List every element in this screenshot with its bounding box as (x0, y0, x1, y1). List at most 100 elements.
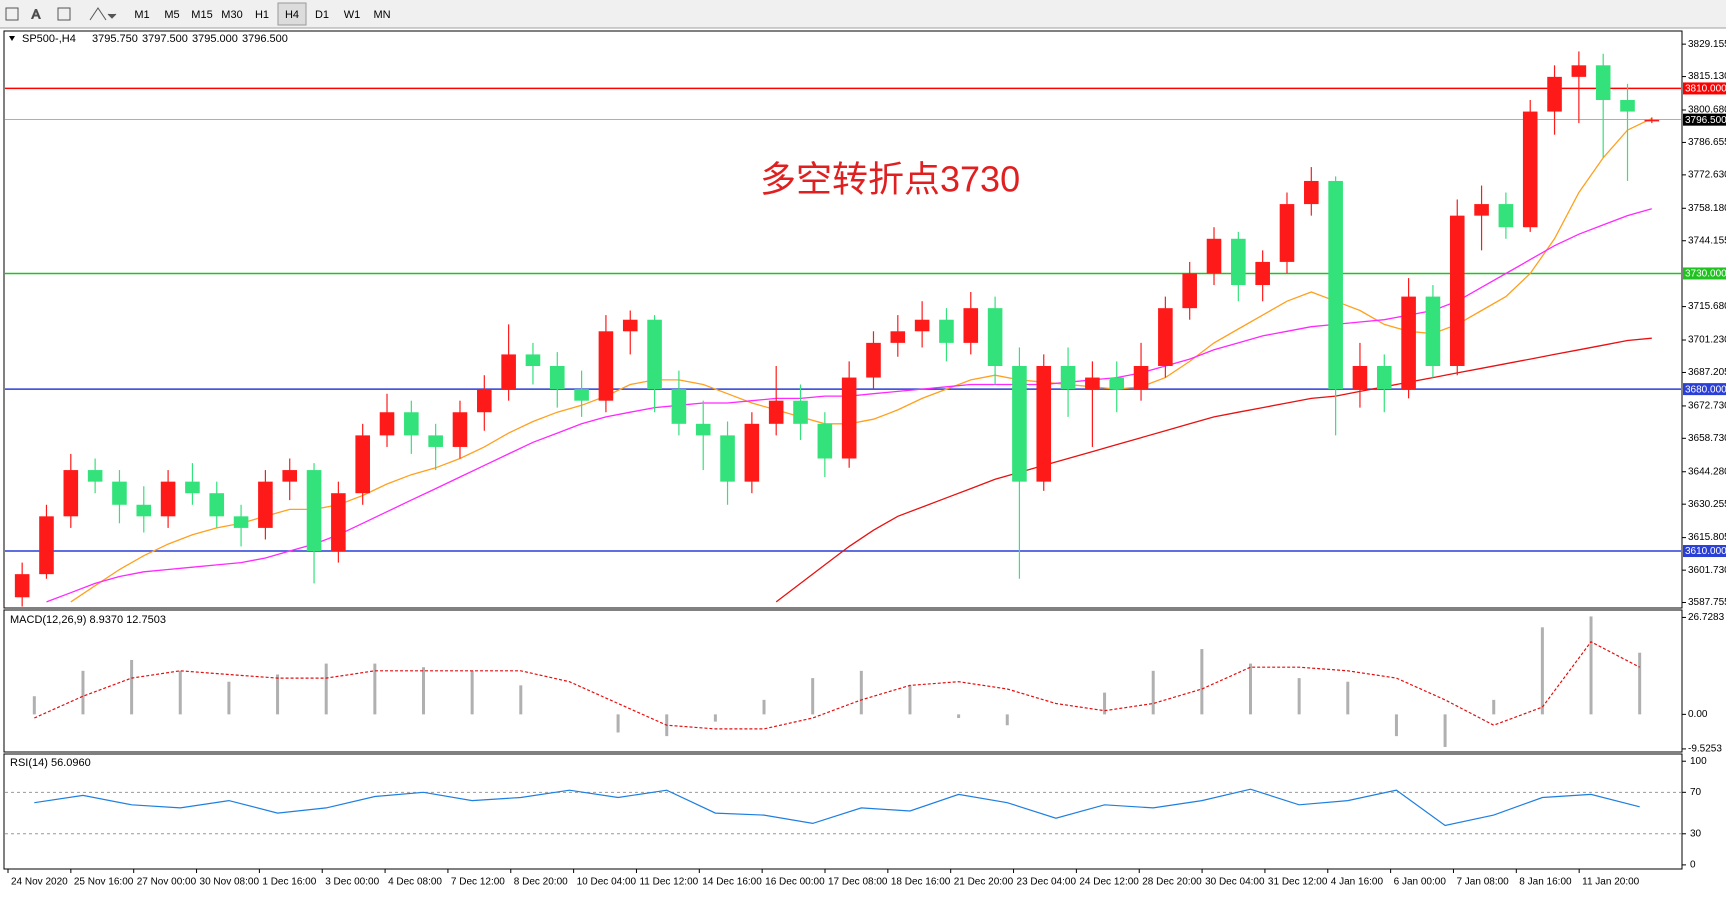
macd-bar (616, 714, 620, 733)
x-tick-label: 4 Jan 16:00 (1331, 877, 1384, 888)
candle-body (1328, 180, 1343, 390)
y-tick-label: 3630.255 (1688, 499, 1726, 510)
period-button[interactable]: M15 (188, 3, 216, 25)
period-label[interactable]: W1 (344, 9, 361, 21)
period-label[interactable]: M15 (191, 9, 212, 21)
candle-body (1425, 296, 1441, 366)
candle-body (841, 377, 857, 459)
period-button[interactable]: M30 (218, 3, 246, 25)
macd-bar (276, 674, 280, 715)
y-tick-label: 3644.280 (1688, 466, 1726, 477)
candle-body (63, 470, 79, 517)
candle-body (1498, 204, 1514, 228)
candle-body (1231, 238, 1246, 286)
macd-label: MACD(12,26,9) 8.9370 12.7503 (10, 614, 166, 626)
candle-body (185, 481, 200, 494)
level-tag (1683, 545, 1726, 558)
macd-bar (762, 699, 766, 715)
y-tick-label: 3744.155 (1688, 235, 1726, 246)
macd-bar (1589, 616, 1593, 715)
y-tick-label: 3687.205 (1688, 367, 1726, 378)
candle-body (720, 435, 735, 482)
candle-body (622, 319, 638, 332)
main-panel (3, 30, 1683, 609)
ohlc-value: 3795.000 (192, 33, 238, 45)
candle-body (866, 342, 881, 378)
macd-bar (81, 670, 85, 715)
candle-body (1304, 180, 1319, 205)
x-tick-label: 30 Nov 08:00 (200, 877, 260, 888)
y-tick-label: 3658.730 (1688, 433, 1726, 444)
x-tick-label: 31 Dec 12:00 (1268, 877, 1328, 888)
period-button[interactable]: M1 (128, 3, 156, 25)
period-label[interactable]: MN (373, 9, 390, 21)
period-label[interactable]: D1 (315, 9, 329, 21)
period-button[interactable]: H4 (277, 2, 307, 26)
rsi-panel (3, 753, 1683, 870)
candle-body (14, 574, 30, 598)
candle-body (1595, 65, 1611, 101)
period-label[interactable]: M30 (221, 9, 242, 21)
candle-body (1449, 215, 1465, 366)
candle-body (404, 412, 419, 436)
x-tick-label: 10 Dec 04:00 (577, 877, 637, 888)
candle-body (1352, 365, 1368, 390)
period-button[interactable]: M5 (158, 3, 186, 25)
y-tick-label: 3701.230 (1688, 335, 1726, 346)
svg-text:A: A (32, 6, 41, 21)
candle-body (452, 412, 468, 447)
macd-bar (178, 670, 182, 715)
macd-bar (1103, 692, 1107, 715)
macd-bar (1346, 681, 1350, 715)
period-button[interactable]: MN (368, 3, 396, 25)
y-tick-label: 3829.155 (1688, 39, 1726, 50)
candle-body (939, 319, 954, 343)
period-button[interactable]: W1 (338, 3, 366, 25)
period-button[interactable]: H1 (248, 3, 276, 25)
y-tick-label: 3786.655 (1688, 137, 1726, 148)
candle-body (525, 354, 541, 366)
macd-bar (1297, 678, 1301, 715)
x-tick-label: 11 Jan 20:00 (1582, 877, 1640, 888)
y-tick-label: 30 (1690, 828, 1702, 839)
candle-body (768, 400, 784, 424)
x-tick-label: 7 Dec 12:00 (451, 877, 505, 888)
candle-body (647, 319, 662, 390)
period-label[interactable]: H4 (285, 9, 299, 21)
y-tick-label: 3800.680 (1688, 105, 1726, 116)
candle-body (1255, 261, 1270, 286)
period-label[interactable]: H1 (255, 9, 269, 21)
candle-body (160, 481, 176, 517)
candle-body (477, 389, 492, 413)
candle-body (112, 481, 127, 505)
candle-body (233, 516, 249, 528)
period-label[interactable]: M5 (164, 9, 179, 21)
annotation: 多空转折点3730 (760, 159, 1020, 200)
period-button[interactable]: D1 (308, 3, 336, 25)
macd-bar (32, 696, 36, 715)
macd-bar (470, 670, 474, 715)
candle-body (136, 504, 152, 517)
level-label: 3610.000 (1685, 546, 1726, 557)
level-tag (1683, 267, 1726, 280)
candle-body (1085, 377, 1100, 390)
candle-body (428, 435, 443, 447)
rsi-label: RSI(14) 56.0960 (10, 757, 91, 769)
x-tick-label: 21 Dec 20:00 (954, 877, 1014, 888)
candle-body (258, 481, 273, 528)
x-tick-label: 3 Dec 00:00 (325, 877, 379, 888)
candle-body (963, 308, 979, 343)
period-label[interactable]: M1 (134, 9, 149, 21)
level-label: 3680.000 (1685, 384, 1726, 395)
y-tick-label: 3672.730 (1688, 401, 1726, 412)
level-tag (1683, 82, 1726, 95)
candle-body (1571, 65, 1587, 77)
x-tick-label: 28 Dec 20:00 (1142, 877, 1202, 888)
macd-bar (1151, 670, 1155, 715)
candle-body (501, 354, 516, 390)
macd-bar (324, 663, 328, 715)
y-tick-label: 3758.180 (1688, 203, 1726, 214)
candle-body (1012, 365, 1027, 482)
candle-body (209, 493, 225, 517)
